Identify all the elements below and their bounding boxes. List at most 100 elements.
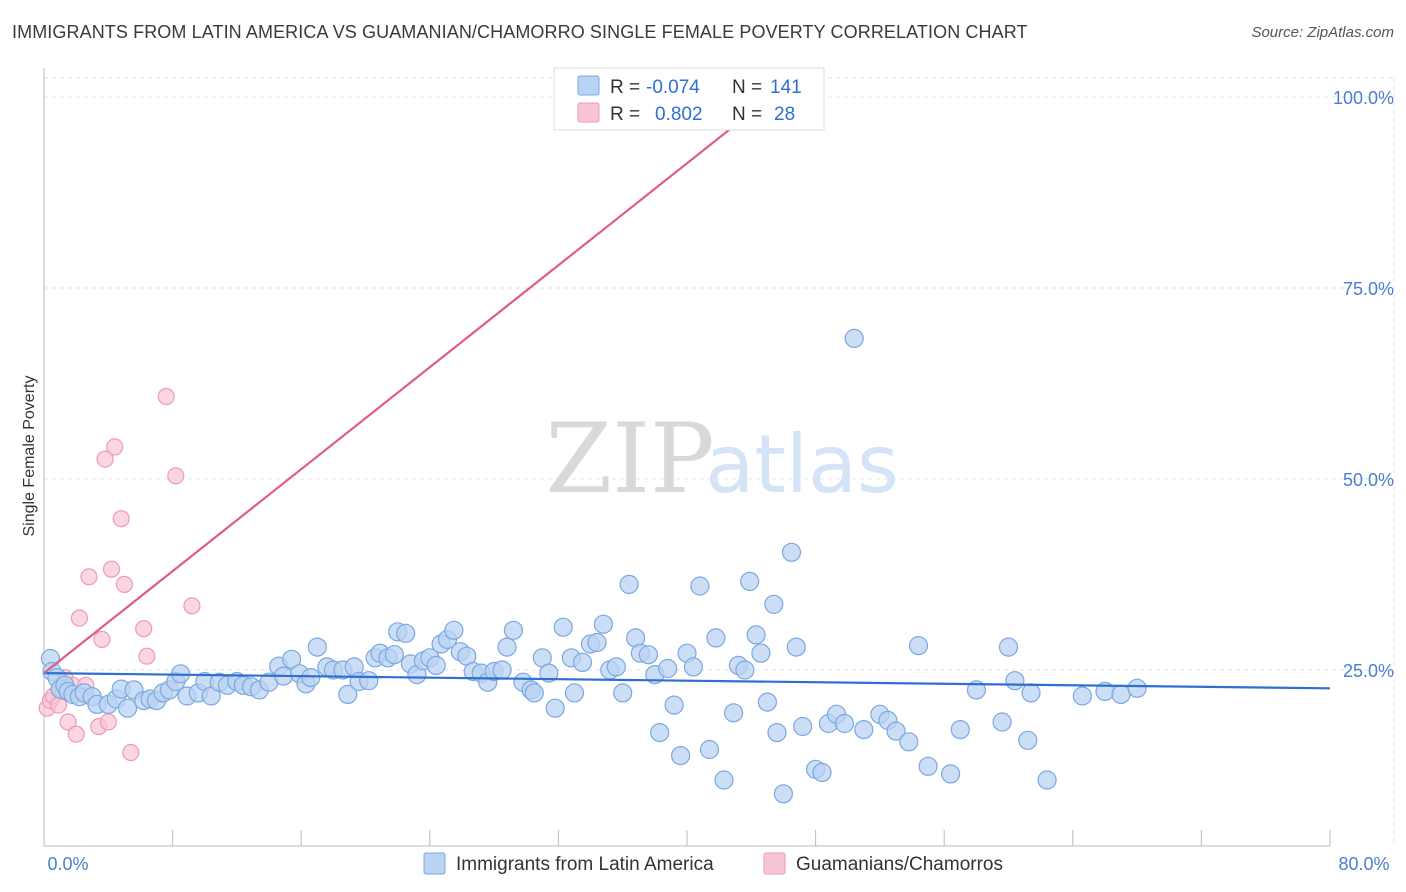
trend-lines [43, 96, 1331, 690]
chart-title: IMMIGRANTS FROM LATIN AMERICA VS GUAMANI… [12, 22, 1028, 42]
source-label: Source: ZipAtlas.com [1251, 24, 1394, 41]
latin-america-point-51 [384, 645, 404, 665]
latin-america-point-61 [444, 620, 464, 640]
latin-america-point-111 [773, 784, 794, 804]
guamanian-point-18 [112, 510, 130, 528]
guamanian-point-19 [115, 575, 134, 594]
guamanian-point-14 [96, 450, 114, 468]
y-tick-label-25: 25.0% [1343, 661, 1394, 681]
legend-n-label-2: N = [732, 104, 762, 125]
latin-america-point-131 [992, 712, 1012, 732]
series-legend-swatch-pink [763, 852, 786, 875]
y-tick-labels: 25.0% 50.0% 75.0% 100.0% [1333, 88, 1394, 681]
latin-america-point-73 [524, 683, 544, 703]
latin-america-point-79 [564, 683, 585, 703]
guamanian-point-24 [167, 467, 185, 485]
latin-america-point-87 [619, 574, 639, 595]
latin-america-point-97 [683, 657, 704, 677]
y-tick-label-75: 75.0% [1343, 279, 1394, 299]
guamanian-point-13 [93, 630, 111, 649]
latin-america-point-139 [1111, 684, 1131, 705]
x-tick-label-max: 80.0% [1338, 854, 1389, 874]
legend-r-label-1: R = [610, 77, 640, 98]
guamanian-point-16 [102, 560, 121, 578]
latin-america-point-14 [117, 698, 138, 718]
guamanian-trend-line [43, 96, 772, 674]
legend-r-value-1: -0.074 [646, 77, 700, 98]
latin-america-point-130 [966, 680, 987, 700]
data-points [38, 88, 1147, 804]
latin-america-point-58 [426, 655, 446, 676]
latin-america-point-135 [1021, 683, 1041, 703]
guamanian-point-11 [80, 568, 98, 586]
latin-america-point-101 [714, 770, 734, 790]
latin-america-point-134 [1018, 730, 1038, 750]
guamanian-point-9 [70, 609, 89, 627]
y-tick-label-50: 50.0% [1343, 470, 1394, 490]
latin-america-point-113 [786, 637, 806, 657]
guamanian-point-21 [135, 620, 153, 638]
latin-america-point-86 [613, 683, 633, 703]
latin-america-point-69 [497, 637, 517, 657]
latin-america-point-107 [751, 643, 771, 663]
legend-swatch-blue [577, 75, 600, 96]
legend-swatch-pink [577, 102, 600, 123]
latin-america-point-76 [545, 698, 565, 718]
watermark-zip: ZIP [545, 403, 714, 515]
latin-america-point-133 [1005, 671, 1025, 691]
latin-america-point-124 [886, 721, 906, 741]
latin-america-point-92 [650, 722, 670, 743]
latin-america-point-128 [940, 764, 961, 784]
latin-america-point-99 [699, 739, 720, 760]
y-tick-label-100: 100.0% [1333, 88, 1394, 108]
latin-america-point-116 [812, 762, 832, 783]
legend-n-value-2: 28 [774, 104, 795, 125]
latin-america-point-108 [757, 692, 778, 712]
guamanian-point-22 [138, 647, 156, 665]
guamanian-point-17 [106, 438, 124, 456]
stats-legend: R = -0.074 N = 141 R = 0.802 N = 28 [553, 67, 825, 131]
latin-america-point-140 [1127, 678, 1147, 698]
series-legend-label-1: Immigrants from Latin America [456, 854, 714, 875]
latin-america-point-126 [908, 635, 929, 656]
latin-america-point-120 [844, 328, 864, 348]
latin-america-point-39 [301, 667, 321, 688]
latin-america-point-137 [1072, 686, 1093, 706]
y-axis-label: Single Female Poverty [21, 376, 38, 537]
legend-r-value-2: 0.802 [655, 104, 703, 125]
latin-america-point-82 [587, 632, 607, 653]
latin-america-point-90 [638, 645, 659, 665]
latin-america-point-102 [723, 703, 744, 723]
x-tick-label-min: 0.0% [47, 854, 88, 874]
guamanian-point-6 [59, 713, 77, 731]
series-legend: Immigrants from Latin America Guamanians… [423, 852, 1003, 875]
series-legend-label-2: Guamanians/Chamorros [796, 854, 1003, 875]
latin-america-point-47 [359, 671, 379, 691]
legend-r-label-2: R = [610, 104, 640, 125]
series-legend-swatch-blue [423, 852, 446, 875]
latin-america-point-100 [706, 628, 726, 648]
latin-america-point-77 [553, 617, 573, 637]
latin-america-point-106 [746, 625, 766, 645]
latin-america-point-129 [950, 719, 970, 740]
latin-america-trend-line [43, 672, 1331, 690]
watermark: ZIP atlas [545, 403, 898, 515]
legend-n-label-1: N = [732, 77, 762, 98]
latin-america-point-125 [899, 732, 919, 752]
latin-america-point-75 [539, 663, 559, 683]
latin-america-point-44 [338, 684, 358, 705]
latin-america-point-70 [503, 620, 524, 640]
latin-america-point-83 [593, 614, 614, 634]
latin-america-point-109 [764, 594, 784, 614]
legend-n-value-1: 141 [770, 77, 802, 98]
latin-america-point-114 [793, 716, 813, 737]
guamanian-point-25 [183, 597, 201, 615]
latin-america-point-127 [918, 756, 938, 776]
x-axis-ticks [172, 830, 1331, 846]
latin-america-point-104 [735, 660, 755, 680]
latin-america-point-85 [606, 657, 626, 677]
latin-america-point-105 [740, 571, 760, 592]
latin-america-point-136 [1037, 770, 1057, 790]
watermark-atlas: atlas [705, 418, 898, 511]
